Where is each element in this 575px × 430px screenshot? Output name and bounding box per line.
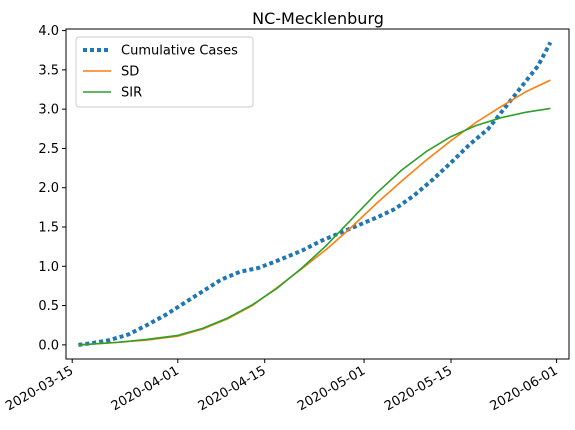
x-tick-label: 2020-04-01: [109, 363, 182, 414]
y-tick-label: 4.0: [38, 24, 59, 39]
y-tick-label: 3.0: [38, 103, 59, 118]
x-tick-label: 2020-05-15: [382, 363, 455, 414]
x-tick-label: 2020-04-15: [196, 363, 269, 414]
y-tick-label: 3.5: [38, 63, 59, 78]
x-tick-label: 2020-06-01: [488, 363, 561, 414]
series-line-cumulative-cases: [78, 41, 553, 347]
y-tick-label: 1.5: [38, 221, 59, 236]
y-tick-label: 2.0: [38, 181, 59, 196]
y-tick-label: 0.0: [38, 338, 59, 353]
x-tick-label: 2020-05-01: [295, 363, 368, 414]
legend-box: [75, 36, 254, 108]
legend: Cumulative Cases SD SIR: [75, 36, 254, 108]
series-line-sd: [78, 79, 551, 346]
chart-title: NC-Mecklenburg: [252, 9, 384, 28]
y-tick-label: 0.5: [38, 299, 59, 314]
legend-label: Cumulative Cases: [121, 44, 238, 59]
series-line-sir: [78, 107, 551, 346]
series-layer: [78, 41, 553, 347]
legend-label: SIR: [121, 86, 142, 101]
y-tick-label: 1.0: [38, 260, 59, 275]
plot-area-frame: [65, 28, 570, 360]
y-axis: 0.0 0.5 1.0 1.5 2.0 2.5 3.0 3.5 4.0: [38, 24, 66, 353]
y-tick-label: 2.5: [38, 142, 59, 157]
legend-label: SD: [121, 65, 139, 80]
x-axis: 2020-03-15 2020-04-01 2020-04-15 2020-05-01…: [3, 359, 561, 414]
x-tick-label: 2020-03-15: [3, 363, 76, 414]
